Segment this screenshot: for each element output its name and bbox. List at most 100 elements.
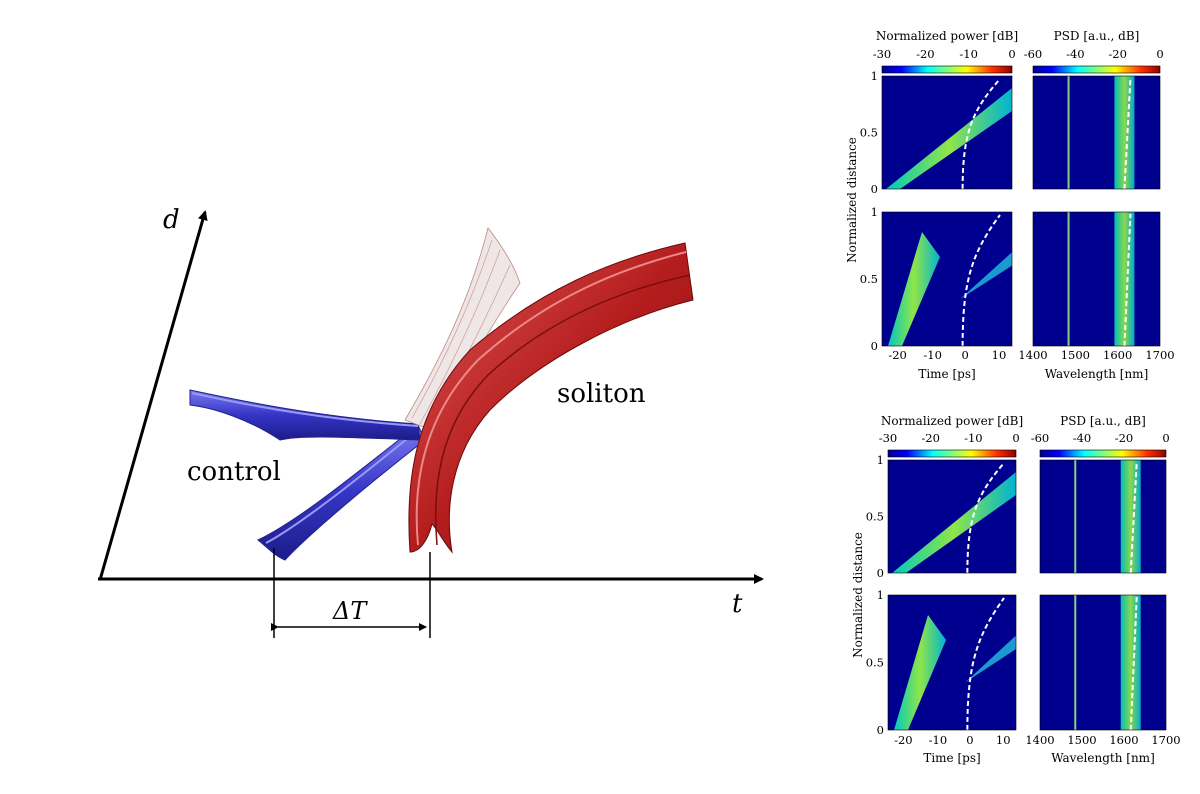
wavelength-x-tick: 1700 (1145, 348, 1174, 362)
spectrum-heatmap (1039, 594, 1167, 731)
psd-colorbar-tick: -60 (1031, 431, 1050, 445)
y-tick: 1 (871, 205, 878, 219)
d-axis-label: d (163, 205, 180, 235)
y-tick: 1 (871, 69, 878, 83)
soliton-spectrum-band (1120, 595, 1141, 730)
psd-colorbar-tick: 0 (1162, 431, 1169, 445)
spectrum-heatmap-frame (1039, 459, 1167, 574)
time-x-tick: 0 (966, 733, 973, 747)
time-x-tick: 0 (962, 348, 969, 362)
time-x-tick: -10 (929, 733, 948, 747)
time-heatmap-frame (881, 211, 1013, 347)
time-heatmap (887, 459, 1017, 574)
control-pulse (189, 389, 426, 561)
y-tick: 0 (871, 182, 878, 196)
y-axis-label: Normalized distance (851, 532, 865, 658)
time-x-tick: -20 (888, 348, 907, 362)
time-x-label: Time [ps] (918, 367, 975, 381)
t-axis-label: t (732, 589, 743, 619)
interaction-sketch: d t control soliton ΔT (98, 205, 764, 638)
power-colorbar-gradient (881, 65, 1013, 74)
power-colorbar-tick: -10 (959, 47, 978, 61)
psd-colorbar-gradient (1039, 449, 1167, 458)
y-tick: 0.5 (860, 272, 878, 286)
wavelength-x-tick: 1600 (1103, 348, 1132, 362)
wavelength-x-tick: 1400 (1025, 733, 1054, 747)
spectrum-heatmap-background (1033, 212, 1160, 346)
power-colorbar: Normalized power [dB] -30 -20 -10 0 (879, 414, 1023, 458)
time-x-tick: -10 (923, 348, 942, 362)
control-trace (892, 472, 1016, 573)
y-tick: 1 (877, 453, 884, 467)
spectrum-heatmap (1032, 75, 1161, 190)
psd-colorbar-tick: -40 (1073, 431, 1092, 445)
panel-group-2: Normalized power [dB] -30 -20 -10 0 PSD [a.u.… (851, 414, 1181, 765)
spectrum-heatmap-frame (1032, 75, 1161, 190)
psd-colorbar-tick: -60 (1024, 47, 1043, 61)
spectrum-heatmap-background (1033, 76, 1160, 189)
time-heatmap-frame (887, 459, 1017, 574)
wavelength-x-label: Wavelength [nm] (1045, 367, 1149, 381)
reflected-trace (964, 635, 1016, 683)
spectrum-heatmap (1032, 211, 1161, 347)
power-colorbar-tick: -30 (873, 47, 892, 61)
spectrum-heatmap-frame (1032, 211, 1161, 347)
power-colorbar-tick: -20 (921, 431, 940, 445)
soliton-wavelength-line (1123, 77, 1132, 190)
power-colorbar-tick: 0 (1008, 47, 1015, 61)
power-colorbar-title: Normalized power [dB] (881, 414, 1023, 428)
delta-t-label: ΔT (332, 597, 368, 625)
psd-colorbar-tick: -40 (1066, 47, 1085, 61)
time-heatmap-frame (887, 594, 1017, 731)
time-x-tick: -20 (894, 733, 913, 747)
wavelength-x-tick: 1400 (1018, 348, 1047, 362)
power-colorbar: Normalized power [dB] -30 -20 -10 0 (873, 29, 1018, 74)
y-tick: 0.5 (866, 510, 884, 524)
y-tick: 0 (877, 723, 884, 737)
psd-colorbar-gradient (1032, 65, 1161, 74)
soliton-wavelength-line (1129, 461, 1138, 574)
time-heatmap (881, 211, 1013, 347)
power-colorbar-tick: -30 (879, 431, 898, 445)
time-x-tick: 10 (992, 348, 1007, 362)
psd-colorbar: PSD [a.u., dB] -60 -40 -20 0 (1024, 29, 1164, 74)
spectrum-heatmap-background (1040, 595, 1166, 730)
psd-colorbar-title: PSD [a.u., dB] (1060, 414, 1146, 428)
time-heatmap (887, 594, 1017, 731)
psd-colorbar-title: PSD [a.u., dB] (1054, 29, 1140, 43)
time-heatmap-background (882, 76, 1012, 189)
y-tick: 0.5 (866, 656, 884, 670)
power-colorbar-tick: -20 (916, 47, 935, 61)
y-tick: 0 (871, 339, 878, 353)
power-colorbar-title: Normalized power [dB] (876, 29, 1018, 43)
soliton-trajectory-line (961, 78, 1001, 190)
time-heatmap (881, 75, 1013, 190)
wavelength-x-tick: 1500 (1067, 733, 1096, 747)
wavelength-x-label: Wavelength [nm] (1051, 751, 1155, 765)
wavelength-x-tick: 1700 (1151, 733, 1180, 747)
time-heatmap-background (888, 460, 1016, 573)
time-x-tick: 10 (996, 733, 1011, 747)
soliton-wavelength-line (1123, 213, 1132, 347)
time-heatmap-frame (881, 75, 1013, 190)
psd-colorbar-tick: 0 (1156, 47, 1163, 61)
y-tick: 0 (877, 566, 884, 580)
psd-colorbar-tick: -20 (1108, 47, 1127, 61)
power-colorbar-gradient (887, 449, 1017, 458)
soliton-trajectory-line (966, 462, 1005, 574)
soliton-pulse (408, 242, 694, 554)
psd-colorbar-tick: -20 (1115, 431, 1134, 445)
wavelength-x-tick: 1600 (1109, 733, 1138, 747)
soliton-trajectory-line (966, 597, 1005, 731)
time-x-label: Time [ps] (923, 751, 980, 765)
control-trace (888, 232, 940, 346)
spectrum-heatmap-background (1040, 460, 1166, 573)
y-tick: 0.5 (860, 126, 878, 140)
soliton-wavelength-line (1129, 596, 1138, 731)
spectrum-heatmap (1039, 459, 1167, 574)
y-axis-label: Normalized distance (845, 137, 859, 263)
wavelength-x-tick: 1500 (1061, 348, 1090, 362)
power-colorbar-tick: -10 (964, 431, 983, 445)
